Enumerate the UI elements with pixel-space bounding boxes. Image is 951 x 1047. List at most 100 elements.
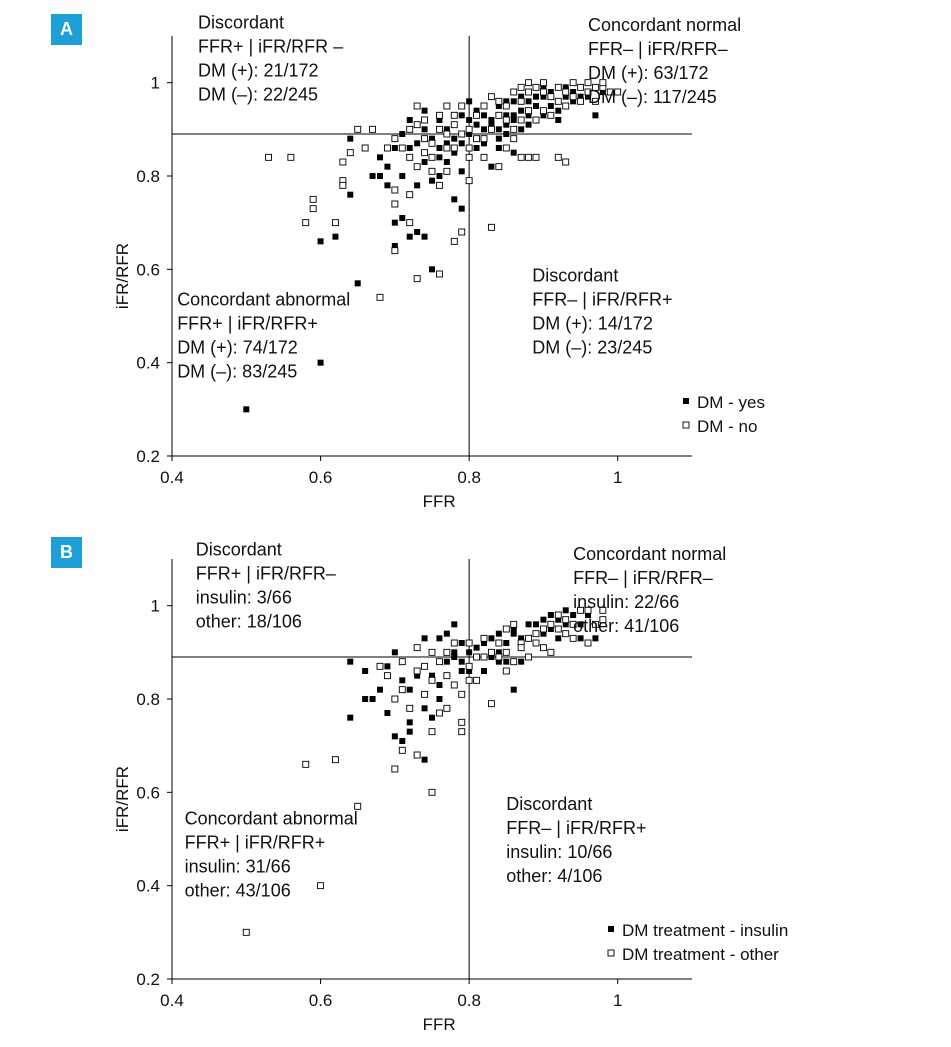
data-point-filled: [421, 705, 428, 712]
x-tick-label: 0.8: [457, 991, 481, 1010]
data-point-open: [346, 149, 354, 157]
data-point-open: [562, 158, 570, 166]
data-point-open: [450, 681, 458, 689]
data-point-open: [591, 620, 599, 628]
y-tick-label: 0.8: [136, 690, 160, 709]
data-point-filled: [466, 131, 473, 137]
data-point-filled: [443, 630, 450, 637]
data-point-open: [495, 97, 503, 105]
data-point-open: [435, 709, 443, 717]
data-point-open: [458, 728, 466, 736]
data-point-filled: [421, 233, 428, 240]
data-point-filled: [555, 635, 562, 642]
data-point-filled: [384, 163, 391, 170]
data-point-open: [584, 639, 592, 647]
data-point-filled: [436, 696, 443, 702]
panel-b: B 0.4 0.6 0.8 1 0.2 0.4 0.6 0.8 1 FFR iFR/RFR Disco…: [0, 523, 951, 1046]
data-point-filled: [510, 117, 517, 123]
data-point-filled: [436, 145, 443, 151]
data-point-open: [443, 704, 451, 712]
annotation-line: Discordant: [196, 540, 282, 560]
data-point-filled: [429, 266, 435, 273]
data-point-open: [339, 181, 347, 189]
data-point-filled: [533, 93, 539, 100]
data-point-filled: [377, 173, 383, 179]
panel-a: A 0.4 0.6 0.8 1 0.2 0.4 0.6 0.8 1 FFR iFR/RFR Disco…: [0, 0, 951, 523]
data-point-filled: [540, 112, 547, 119]
data-point-filled: [495, 103, 502, 109]
y-tick-label: 0.4: [136, 877, 160, 896]
data-point-open: [354, 802, 362, 810]
quadrant-annotation: Discordant FFR– | iFR/RFR+ DM (+): 14/172 D…: [532, 265, 672, 357]
data-point-filled: [451, 654, 458, 660]
data-point-filled: [436, 682, 443, 688]
data-point-open: [554, 83, 562, 91]
data-point-open: [450, 111, 458, 119]
data-point-open: [391, 247, 399, 255]
data-point-open: [510, 620, 518, 628]
data-point-filled: [510, 626, 517, 632]
data-point-open: [465, 639, 473, 647]
data-point-open: [428, 676, 436, 684]
data-point-filled: [317, 238, 324, 245]
data-point-filled: [473, 121, 480, 128]
data-point-filled: [451, 196, 458, 203]
data-point-open: [606, 88, 614, 96]
data-point-filled: [421, 756, 428, 763]
quadrant-annotation: Discordant FFR+ | iFR/RFR– insulin: 3/66 ot…: [196, 540, 336, 632]
data-point-open: [413, 644, 421, 652]
panel-label-b: B: [51, 537, 82, 568]
annotation-line: DM (–): 83/245: [177, 361, 297, 381]
data-point-open: [406, 704, 414, 712]
data-point-open: [383, 144, 391, 152]
annotation-line: FFR– | iFR/RFR+: [506, 818, 646, 838]
data-point-filled: [510, 98, 517, 105]
data-point-filled: [399, 215, 406, 221]
y-tick-label: 0.2: [136, 970, 160, 989]
x-axis-title: FFR: [423, 1015, 456, 1034]
data-point-filled: [362, 668, 369, 674]
data-point-filled: [547, 103, 554, 109]
y-tick-label: 1: [151, 74, 160, 93]
data-point-open: [465, 662, 473, 670]
x-tick-label: 0.4: [160, 991, 184, 1010]
data-point-open: [443, 130, 451, 138]
quadrant-annotation: Concordant normal FFR– | iFR/RFR– DM (+): …: [588, 15, 741, 107]
data-point-filled: [518, 658, 525, 665]
data-point-open: [532, 639, 540, 647]
data-point-open: [421, 690, 429, 698]
data-point-filled: [555, 107, 562, 114]
data-point-open: [539, 644, 547, 652]
data-point-filled: [414, 140, 421, 147]
data-point-filled: [540, 630, 547, 637]
data-point-open: [391, 135, 399, 143]
data-point-open: [517, 83, 525, 91]
legend-label: DM treatment - other: [622, 945, 779, 964]
data-point-filled: [421, 635, 428, 642]
data-point-filled: [451, 649, 458, 656]
data-point-open: [525, 653, 533, 661]
scatter-chart-a: 0.4 0.6 0.8 10.20.40.60.81FFRiFR/RFRDiscord…: [113, 13, 765, 511]
data-point-open: [487, 125, 495, 133]
data-point-open: [584, 79, 592, 87]
y-axis-title: iFR/RFR: [113, 243, 132, 309]
annotation-line: Discordant: [506, 794, 592, 814]
data-point-open: [569, 634, 577, 642]
data-point-open: [406, 153, 414, 161]
data-point-open: [480, 653, 488, 661]
data-point-filled: [503, 98, 510, 105]
data-point-filled: [547, 89, 554, 95]
data-point-filled: [533, 103, 539, 109]
y-tick-label: 0.6: [136, 783, 160, 802]
data-point-filled: [347, 135, 354, 142]
quadrant-annotation: Discordant FFR– | iFR/RFR+ insulin: 10/66 o…: [506, 794, 646, 886]
data-point-filled: [518, 635, 525, 642]
data-point-open: [465, 177, 473, 185]
data-point-open: [532, 630, 540, 638]
data-point-open: [539, 625, 547, 633]
data-point-open: [391, 695, 399, 703]
data-point-open: [510, 658, 518, 666]
data-point-filled: [354, 280, 361, 287]
data-point-open: [487, 93, 495, 101]
data-point-open: [398, 658, 406, 666]
